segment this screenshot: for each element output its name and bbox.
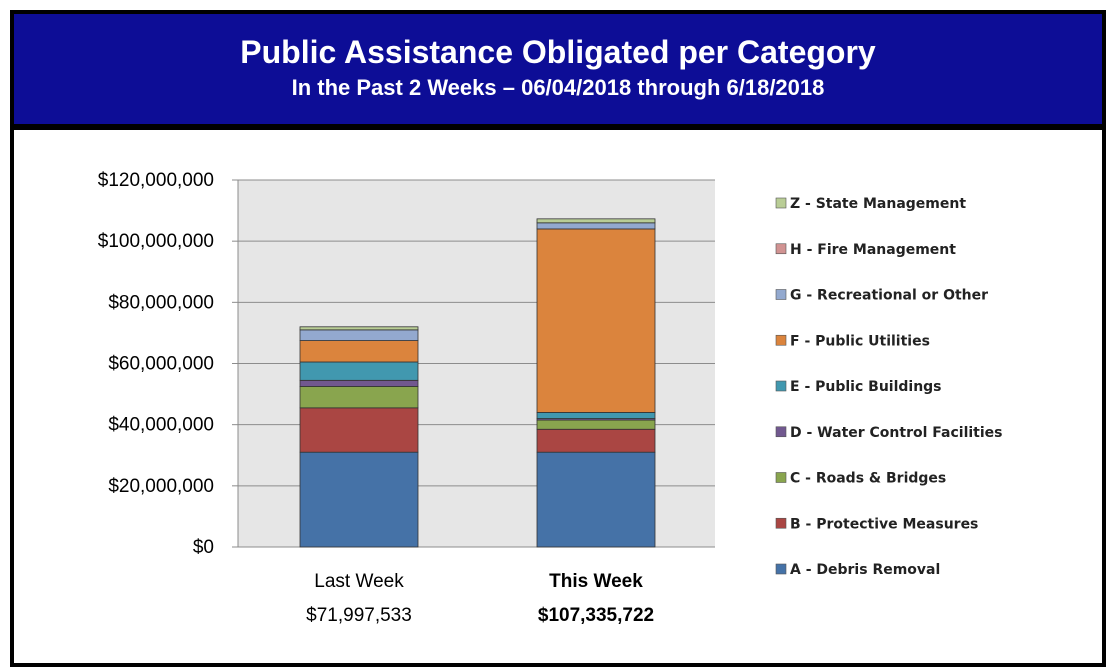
bars: [299, 218, 656, 548]
bar-segment: [299, 326, 419, 331]
legend-swatch: [775, 563, 787, 575]
bar-segment: [536, 222, 656, 230]
bar-segment: [299, 407, 419, 453]
title-banner: Public Assistance Obligated per Category…: [14, 14, 1102, 130]
bar-segment: [299, 386, 419, 409]
bar-segment: [536, 412, 656, 419]
x-category-label: Last Week: [314, 571, 404, 592]
legend-swatch: [775, 197, 787, 209]
legend-label: Z - State Management: [790, 196, 966, 212]
legend-label: A - Debris Removal: [790, 562, 940, 578]
legend-swatch: [775, 289, 787, 300]
chart-title: Public Assistance Obligated per Category: [240, 34, 876, 70]
y-tick-label: $60,000,000: [108, 354, 214, 375]
chart-subtitle: In the Past 2 Weeks – 06/04/2018 through…: [291, 75, 825, 100]
legend-label: B - Protective Measures: [790, 516, 978, 532]
y-tick-label: $80,000,000: [108, 292, 214, 313]
legend-swatch: [775, 334, 787, 346]
bar-segment: [536, 218, 656, 224]
x-category-label: This Week: [549, 571, 643, 592]
bar-segment: [299, 379, 419, 387]
x-category-total: $107,335,722: [538, 605, 654, 626]
legend-label: G - Recreational or Other: [790, 288, 988, 304]
y-tick-label: $100,000,000: [98, 231, 214, 252]
x-category-total: $71,997,533: [306, 605, 412, 626]
legend-label: F - Public Utilities: [790, 333, 930, 349]
bar-segment: [536, 228, 656, 413]
legend-swatch: [775, 426, 787, 438]
legend: Z - State Management H - Fire Management G…: [775, 196, 1003, 578]
chart-frame: Public Assistance Obligated per Category…: [10, 10, 1106, 667]
x-axis: Last Week $71,997,533 This Week $107,335,72…: [306, 571, 654, 626]
bar-segment: [299, 340, 419, 363]
bar-segment: [299, 361, 419, 381]
legend-label: C - Roads & Bridges: [790, 471, 946, 487]
y-tick-label: $0: [193, 537, 214, 558]
bar-segment: [536, 428, 656, 453]
y-tick-label: $120,000,000: [98, 170, 214, 191]
y-tick-label: $20,000,000: [108, 476, 214, 497]
y-axis: $0 $20,000,000 $40,000,000 $60,000,000 $80,0…: [98, 170, 715, 558]
legend-swatch: [775, 472, 787, 483]
legend-swatch: [775, 517, 787, 529]
bar-segment: [299, 329, 419, 341]
bar-segment: [299, 451, 419, 548]
legend-swatch: [775, 380, 787, 392]
bar-segment: [536, 451, 656, 548]
legend-swatch: [775, 243, 787, 255]
bar-segment: [536, 419, 656, 430]
legend-label: E - Public Buildings: [790, 379, 942, 395]
legend-label: D - Water Control Facilities: [790, 425, 1003, 441]
legend-label: H - Fire Management: [790, 242, 956, 258]
y-tick-label: $40,000,000: [108, 415, 214, 436]
